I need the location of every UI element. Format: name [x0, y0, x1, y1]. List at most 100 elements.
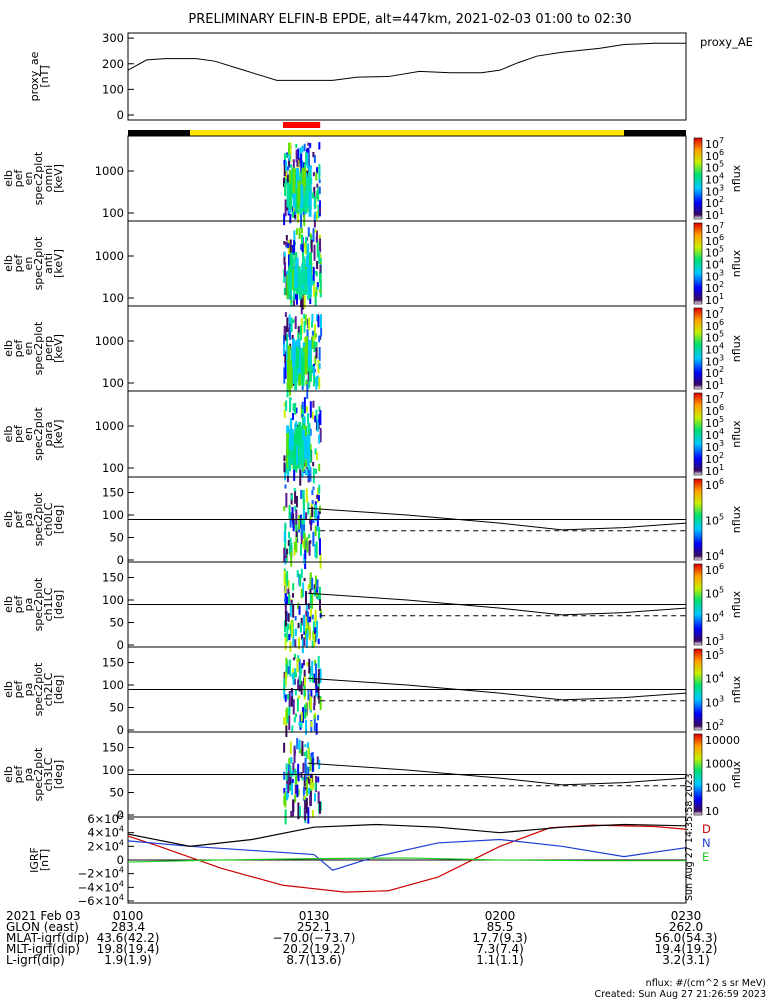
spectrogram-cell [314, 793, 317, 802]
spectrogram-cell [319, 668, 322, 683]
spectrogram-cell [313, 341, 316, 353]
panel-ylabel-line: [keV] [52, 420, 65, 449]
spectrogram-cell [306, 434, 310, 458]
colorbar [693, 222, 703, 305]
spectrogram-cell [314, 609, 317, 625]
spectrogram-cell [297, 679, 300, 691]
spectrogram-cell [284, 351, 287, 363]
spectrogram-cell [300, 588, 303, 599]
panel-ylabel-line: anti [42, 253, 55, 274]
spectrogram-cell [308, 787, 311, 795]
loss-cone-line [307, 592, 687, 616]
spectrogram-cell [293, 285, 296, 301]
spectrogram-cell [285, 160, 288, 171]
spectrogram-cell [290, 417, 293, 430]
panel-ylabel-line: [deg] [52, 675, 65, 704]
footer-row-label: L-igrf(dip) [6, 953, 65, 967]
spectrogram-cell [308, 534, 311, 539]
spectrogram-cell [294, 402, 297, 415]
footer-table: 2021 Feb 03 0100 0130 0200 0230 GLON (east) 28… [6, 909, 766, 1000]
colorbar-tick-label: 100 [705, 781, 726, 794]
spectrogram-cell [314, 575, 317, 592]
spectrogram-cell [290, 494, 293, 500]
spectrogram-cell [289, 397, 292, 413]
footer-row-value: −70.0(−73.7) [273, 931, 356, 945]
spectrogram-cell [319, 264, 322, 273]
spectrogram-cell [290, 599, 293, 606]
spectrogram-cells [283, 397, 322, 486]
panel-ylabel-line: ch1LC [42, 587, 55, 621]
panel-igrf: IGRF[nT]6×1044×1042×1040−2×104−4×104−6×1… [28, 811, 687, 908]
spectrogram-cell [298, 806, 301, 818]
spectrogram-cell [300, 711, 303, 721]
spectrogram-cell [295, 713, 298, 718]
spectrogram-cells [283, 312, 323, 399]
spectrogram-cell [293, 230, 296, 245]
spectrogram-cell [308, 541, 311, 556]
spectrogram-cell [317, 685, 320, 700]
y-tick-label: 150 [102, 571, 124, 585]
spectrogram-cell [308, 172, 312, 192]
panel-proxy_ae: proxy_ae[nT] 300 200 100 0 proxy_AE [28, 31, 753, 122]
spectrogram-cell [284, 199, 287, 217]
spectrogram-cell [292, 513, 295, 525]
spectrogram-cell [302, 540, 305, 548]
panel-ylabel-line: [deg] [52, 505, 65, 534]
spectrogram-cell [299, 748, 302, 755]
spectrogram-cell [296, 347, 300, 368]
spectrogram-cell [284, 694, 287, 702]
spectrogram-cell [285, 763, 288, 770]
spectrogram-cell [285, 725, 288, 738]
footer-row-value: 3.2(3.1) [662, 953, 710, 967]
spectrogram-cell [289, 289, 292, 300]
panel-ylabel-line: elb [2, 681, 15, 698]
spectrogram-cell [295, 464, 298, 473]
spectrogram-cell [285, 716, 288, 731]
spectrogram-cell [304, 591, 307, 605]
igrf-legend-N: N [702, 836, 711, 850]
spectrogram-cell [310, 721, 313, 728]
spectrogram-cell [317, 638, 320, 645]
colorbar-tick-label: 104 [705, 342, 724, 357]
spectrogram-cell [303, 577, 306, 582]
spectrogram-cell [305, 512, 308, 520]
spectrogram-cell [296, 570, 299, 578]
igrf-series-N [127, 838, 687, 871]
spectrogram-cell [306, 778, 309, 796]
panel-ylabel-line: pef [12, 680, 25, 699]
spectrogram-cell [292, 159, 295, 173]
spectrogram-cell [303, 320, 306, 333]
spectrogram-cell [317, 533, 320, 539]
igrf-legend-E: E [702, 850, 709, 864]
spectrogram-cell [308, 470, 311, 481]
spectrogram-cell [307, 583, 310, 590]
spectrogram-cell [291, 593, 294, 598]
colorbar-tick-label: 102 [705, 718, 724, 733]
y-tick-label: 100 [102, 376, 124, 390]
colorbar-label: nflux [730, 420, 743, 448]
panel-ylabel-line: elb [2, 426, 15, 443]
spectrogram-cell [313, 186, 316, 198]
colorbar-tick-label: 102 [705, 365, 724, 380]
spectrogram-cell [289, 624, 292, 631]
panel-frame [127, 220, 687, 307]
spectrogram-cell [315, 635, 318, 642]
spectrogram-cell [298, 605, 301, 615]
colorbar-tick-label: 107 [705, 391, 724, 406]
spectrogram-cell [310, 753, 313, 760]
colorbar [693, 307, 703, 390]
spectrogram-cell [300, 568, 303, 578]
colorbar-tick-label: 104 [705, 427, 724, 442]
spectrogram-cell [315, 347, 318, 359]
colorbar [693, 648, 703, 731]
spectrogram-cell [315, 663, 318, 679]
spectrogram-cell [312, 531, 315, 547]
spectrogram-cell [301, 466, 304, 478]
spectrogram-cell [296, 698, 299, 712]
spectrogram-cell [301, 777, 304, 781]
spectrogram-cell [303, 637, 306, 647]
spectrogram-cell [312, 366, 315, 376]
spectrogram-cell [316, 375, 319, 387]
